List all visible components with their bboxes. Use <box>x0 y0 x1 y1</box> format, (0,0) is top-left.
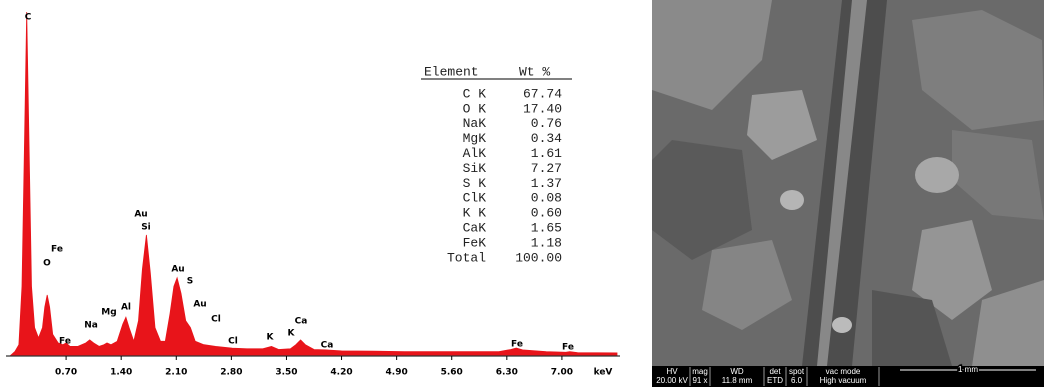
peak-label: Ca <box>295 317 308 327</box>
element-cell: O K <box>463 101 487 116</box>
weight-cell: 0.76 <box>531 116 562 131</box>
weight-cell: 1.37 <box>531 176 562 191</box>
weight-cell: 1.18 <box>531 235 562 250</box>
element-cell: AlK <box>463 146 487 161</box>
peak-label: Au <box>134 210 147 220</box>
spectrum-area <box>9 11 618 356</box>
weight-cell: 17.40 <box>523 101 562 116</box>
peak-label: Al <box>121 303 131 313</box>
info-value: 20.00 kV <box>656 376 688 385</box>
element-cell: C K <box>463 86 487 101</box>
peak-label: K <box>267 333 275 343</box>
peak-label: S <box>187 277 193 287</box>
x-tick-label: 1.40 <box>110 368 132 378</box>
element-cell: MgK <box>463 131 487 146</box>
element-cell: NaK <box>463 116 487 131</box>
info-label: HV <box>666 367 678 376</box>
image-texture <box>652 0 1044 366</box>
info-label: vac mode <box>826 367 861 376</box>
peak-label: Cl <box>228 337 238 347</box>
info-label: spot <box>789 367 805 376</box>
weight-cell: 67.74 <box>523 86 562 101</box>
table-header: Wt % <box>519 64 550 79</box>
eds-spectrum: 0.70 1.40 2.10 2.80 3.50 4.20 4.90 5.60 6.30 7.00… <box>6 11 620 378</box>
table-header: Element <box>424 64 479 79</box>
info-value: 6.0 <box>791 376 803 385</box>
x-tick-label: 3.50 <box>275 368 297 378</box>
peak-label: Cl <box>211 315 221 325</box>
weight-cell: 1.61 <box>531 146 562 161</box>
weight-cell: 0.34 <box>531 131 562 146</box>
info-label: det <box>769 367 781 376</box>
peak-label: Na <box>84 321 98 331</box>
peak-label: Au <box>193 300 206 310</box>
x-tick-label: 6.30 <box>496 368 518 378</box>
element-cell: Total <box>447 250 486 265</box>
x-tick-label: 7.00 <box>551 368 573 378</box>
info-bar <box>652 366 1044 387</box>
weight-cell: 0.08 <box>531 191 562 206</box>
info-value: 91 x <box>692 376 707 385</box>
element-cell: SiK <box>463 161 487 176</box>
peak-label: O <box>43 259 51 269</box>
x-tick-label: 4.20 <box>330 368 352 378</box>
peak-label: C <box>25 13 32 23</box>
peak-label: Fe <box>562 343 574 353</box>
info-value: High vacuum <box>820 376 867 385</box>
x-tick-label: 5.60 <box>441 368 463 378</box>
x-tick-label: 2.80 <box>220 368 242 378</box>
peak-label: Fe <box>59 337 71 347</box>
element-cell: K K <box>463 206 487 221</box>
element-cell: CaK <box>463 221 487 236</box>
element-cell: FeK <box>463 235 487 250</box>
info-label: mag <box>692 367 708 376</box>
weight-cell: 7.27 <box>531 161 562 176</box>
peak-label: Au <box>171 265 184 275</box>
peak-label: Ca <box>321 341 334 351</box>
element-cell: ClK <box>463 191 487 206</box>
peak-label: Si <box>141 223 151 233</box>
peak-label: K <box>288 329 296 339</box>
weight-cell: 100.00 <box>515 250 562 265</box>
info-label: WD <box>730 367 744 376</box>
peak-label: Fe <box>51 245 63 255</box>
weight-cell: 0.60 <box>531 206 562 221</box>
weight-cell: 1.65 <box>531 221 562 236</box>
peak-label: Mg <box>101 308 116 318</box>
x-tick-label: 4.90 <box>386 368 408 378</box>
peak-label: Fe <box>511 340 523 350</box>
x-tick-label: 0.70 <box>55 368 77 378</box>
x-tick-label: 2.10 <box>165 368 187 378</box>
element-cell: S K <box>463 176 487 191</box>
x-unit: keV <box>594 368 613 378</box>
info-value: 11.8 mm <box>722 376 753 385</box>
scale-bar-label: 1 mm <box>958 365 978 374</box>
info-value: ETD <box>767 376 783 385</box>
